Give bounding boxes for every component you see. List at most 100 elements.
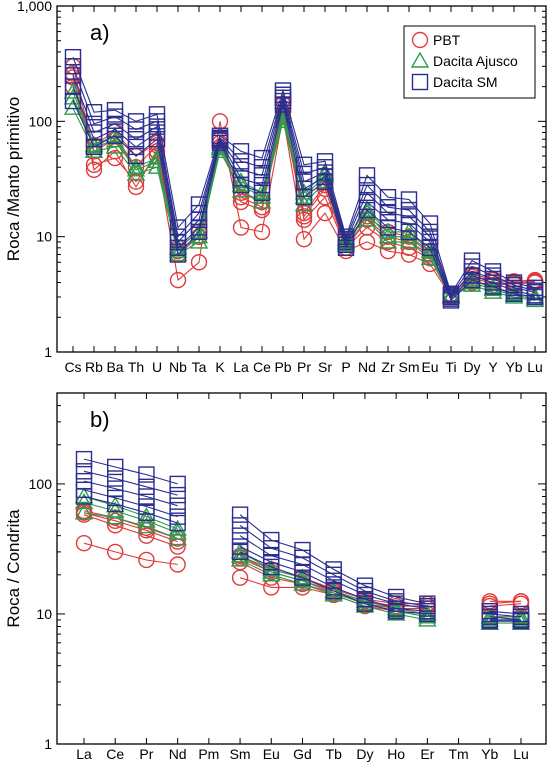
circle-marker bbox=[232, 219, 250, 236]
sample-series bbox=[63, 82, 545, 304]
x-category-label: Ho bbox=[387, 746, 405, 762]
plot-frame bbox=[56, 5, 547, 353]
series-group-square bbox=[75, 450, 530, 630]
square-marker bbox=[356, 595, 374, 612]
square-marker bbox=[325, 582, 342, 600]
x-category-label: Er bbox=[420, 746, 434, 762]
x-category-label: P bbox=[341, 359, 350, 375]
y-tick-label: 10 bbox=[36, 606, 52, 622]
y-tick-label: 1,000 bbox=[17, 0, 52, 14]
triangle-marker bbox=[378, 232, 398, 249]
square-marker bbox=[138, 488, 155, 505]
triangle-marker bbox=[357, 203, 377, 220]
circle-marker bbox=[253, 223, 271, 241]
square-marker bbox=[232, 143, 250, 160]
triangle-marker bbox=[168, 523, 187, 540]
square-marker bbox=[411, 73, 429, 91]
triangle-marker bbox=[189, 232, 209, 249]
x-category-label: Rb bbox=[85, 359, 103, 375]
triangle-marker bbox=[106, 501, 125, 518]
square-marker bbox=[64, 92, 82, 110]
x-category-label: Ce bbox=[253, 359, 271, 375]
triangle-marker bbox=[410, 51, 430, 68]
square-marker bbox=[387, 602, 405, 620]
legend: PBT Dacita Ajusco Dacita SM bbox=[403, 25, 536, 99]
circle-marker bbox=[138, 551, 155, 569]
square-marker bbox=[263, 558, 280, 576]
square-marker bbox=[379, 219, 397, 236]
square-marker bbox=[138, 466, 155, 483]
triangle-marker bbox=[230, 542, 250, 559]
triangle-marker bbox=[262, 562, 281, 579]
square-marker bbox=[442, 292, 460, 309]
x-category-label: Cs bbox=[64, 359, 81, 375]
x-category-label: Tm bbox=[448, 746, 468, 762]
square-marker bbox=[316, 173, 334, 190]
square-marker bbox=[169, 475, 186, 493]
triangle-marker bbox=[137, 507, 156, 524]
x-category-label: Nd bbox=[358, 359, 376, 375]
square-marker bbox=[107, 495, 124, 513]
square-marker bbox=[75, 463, 93, 480]
square-marker bbox=[526, 288, 544, 306]
circle-marker bbox=[190, 254, 208, 271]
panel-a: 1 10 100 1,000 Cs Rb Ba Th U Nb Ta K La Ce Pb Pr Sr P Nd Zr… bbox=[4, 0, 547, 375]
x-category-label: Tb bbox=[326, 746, 343, 762]
series-line bbox=[83, 512, 178, 543]
series-line bbox=[83, 458, 178, 485]
triangle-marker bbox=[231, 181, 251, 198]
series-line bbox=[83, 480, 178, 507]
legend-label: Dacita Ajusco bbox=[433, 53, 518, 69]
panel-b: 1 10 100 La Ce Pr Nd Pm Sm Eu Gd Tb Dy Ho Er Tm Yb Lu Roca… bbox=[4, 392, 547, 762]
square-marker bbox=[463, 271, 481, 289]
circle-marker bbox=[232, 193, 250, 211]
triangle-marker bbox=[168, 529, 187, 546]
x-category-label: Lu bbox=[527, 359, 543, 375]
square-marker bbox=[169, 514, 186, 532]
plot-frame bbox=[56, 392, 547, 745]
x-category-label: Sr bbox=[318, 359, 332, 375]
x-category-label: Dy bbox=[356, 746, 373, 762]
square-marker bbox=[127, 138, 145, 156]
square-marker bbox=[64, 67, 82, 84]
square-marker bbox=[231, 543, 249, 561]
series-line bbox=[489, 613, 522, 618]
x-category-label: La bbox=[76, 746, 92, 762]
x-category-label: Y bbox=[488, 359, 498, 375]
square-marker bbox=[379, 188, 397, 206]
square-marker bbox=[231, 517, 249, 534]
series-line bbox=[83, 512, 178, 540]
x-category-label: Pb bbox=[274, 359, 291, 375]
square-marker bbox=[231, 506, 249, 523]
x-category-label: Ta bbox=[192, 359, 207, 375]
sample-series bbox=[75, 488, 530, 630]
triangle-marker bbox=[74, 503, 94, 520]
circle-marker bbox=[85, 161, 103, 178]
series-line bbox=[83, 495, 178, 524]
panel-label: a) bbox=[90, 20, 110, 45]
x-category-label: Th bbox=[128, 359, 144, 375]
triangle-marker bbox=[63, 82, 83, 99]
y-tick-label: 100 bbox=[29, 113, 53, 129]
x-category-label: Pm bbox=[198, 746, 219, 762]
square-marker bbox=[358, 201, 376, 219]
series-group-square bbox=[64, 48, 544, 309]
x-category-label: Nd bbox=[169, 746, 187, 762]
legend-label: Dacita SM bbox=[433, 74, 498, 90]
square-marker bbox=[138, 504, 155, 521]
square-marker bbox=[232, 176, 250, 194]
square-marker bbox=[127, 121, 145, 138]
circle-marker bbox=[295, 231, 313, 248]
x-category-label: Sm bbox=[399, 359, 420, 375]
panel-label: b) bbox=[90, 407, 110, 432]
triangle-marker bbox=[84, 137, 104, 154]
square-marker bbox=[400, 191, 418, 208]
triangle-marker bbox=[126, 157, 146, 174]
square-marker bbox=[481, 612, 498, 630]
y-axis-title: Roca /Manto primitivo bbox=[4, 97, 23, 261]
circle-marker bbox=[411, 31, 429, 49]
triangle-marker bbox=[231, 172, 251, 189]
square-marker bbox=[75, 488, 93, 505]
series-line bbox=[83, 514, 178, 548]
x-category-label: K bbox=[215, 359, 225, 375]
